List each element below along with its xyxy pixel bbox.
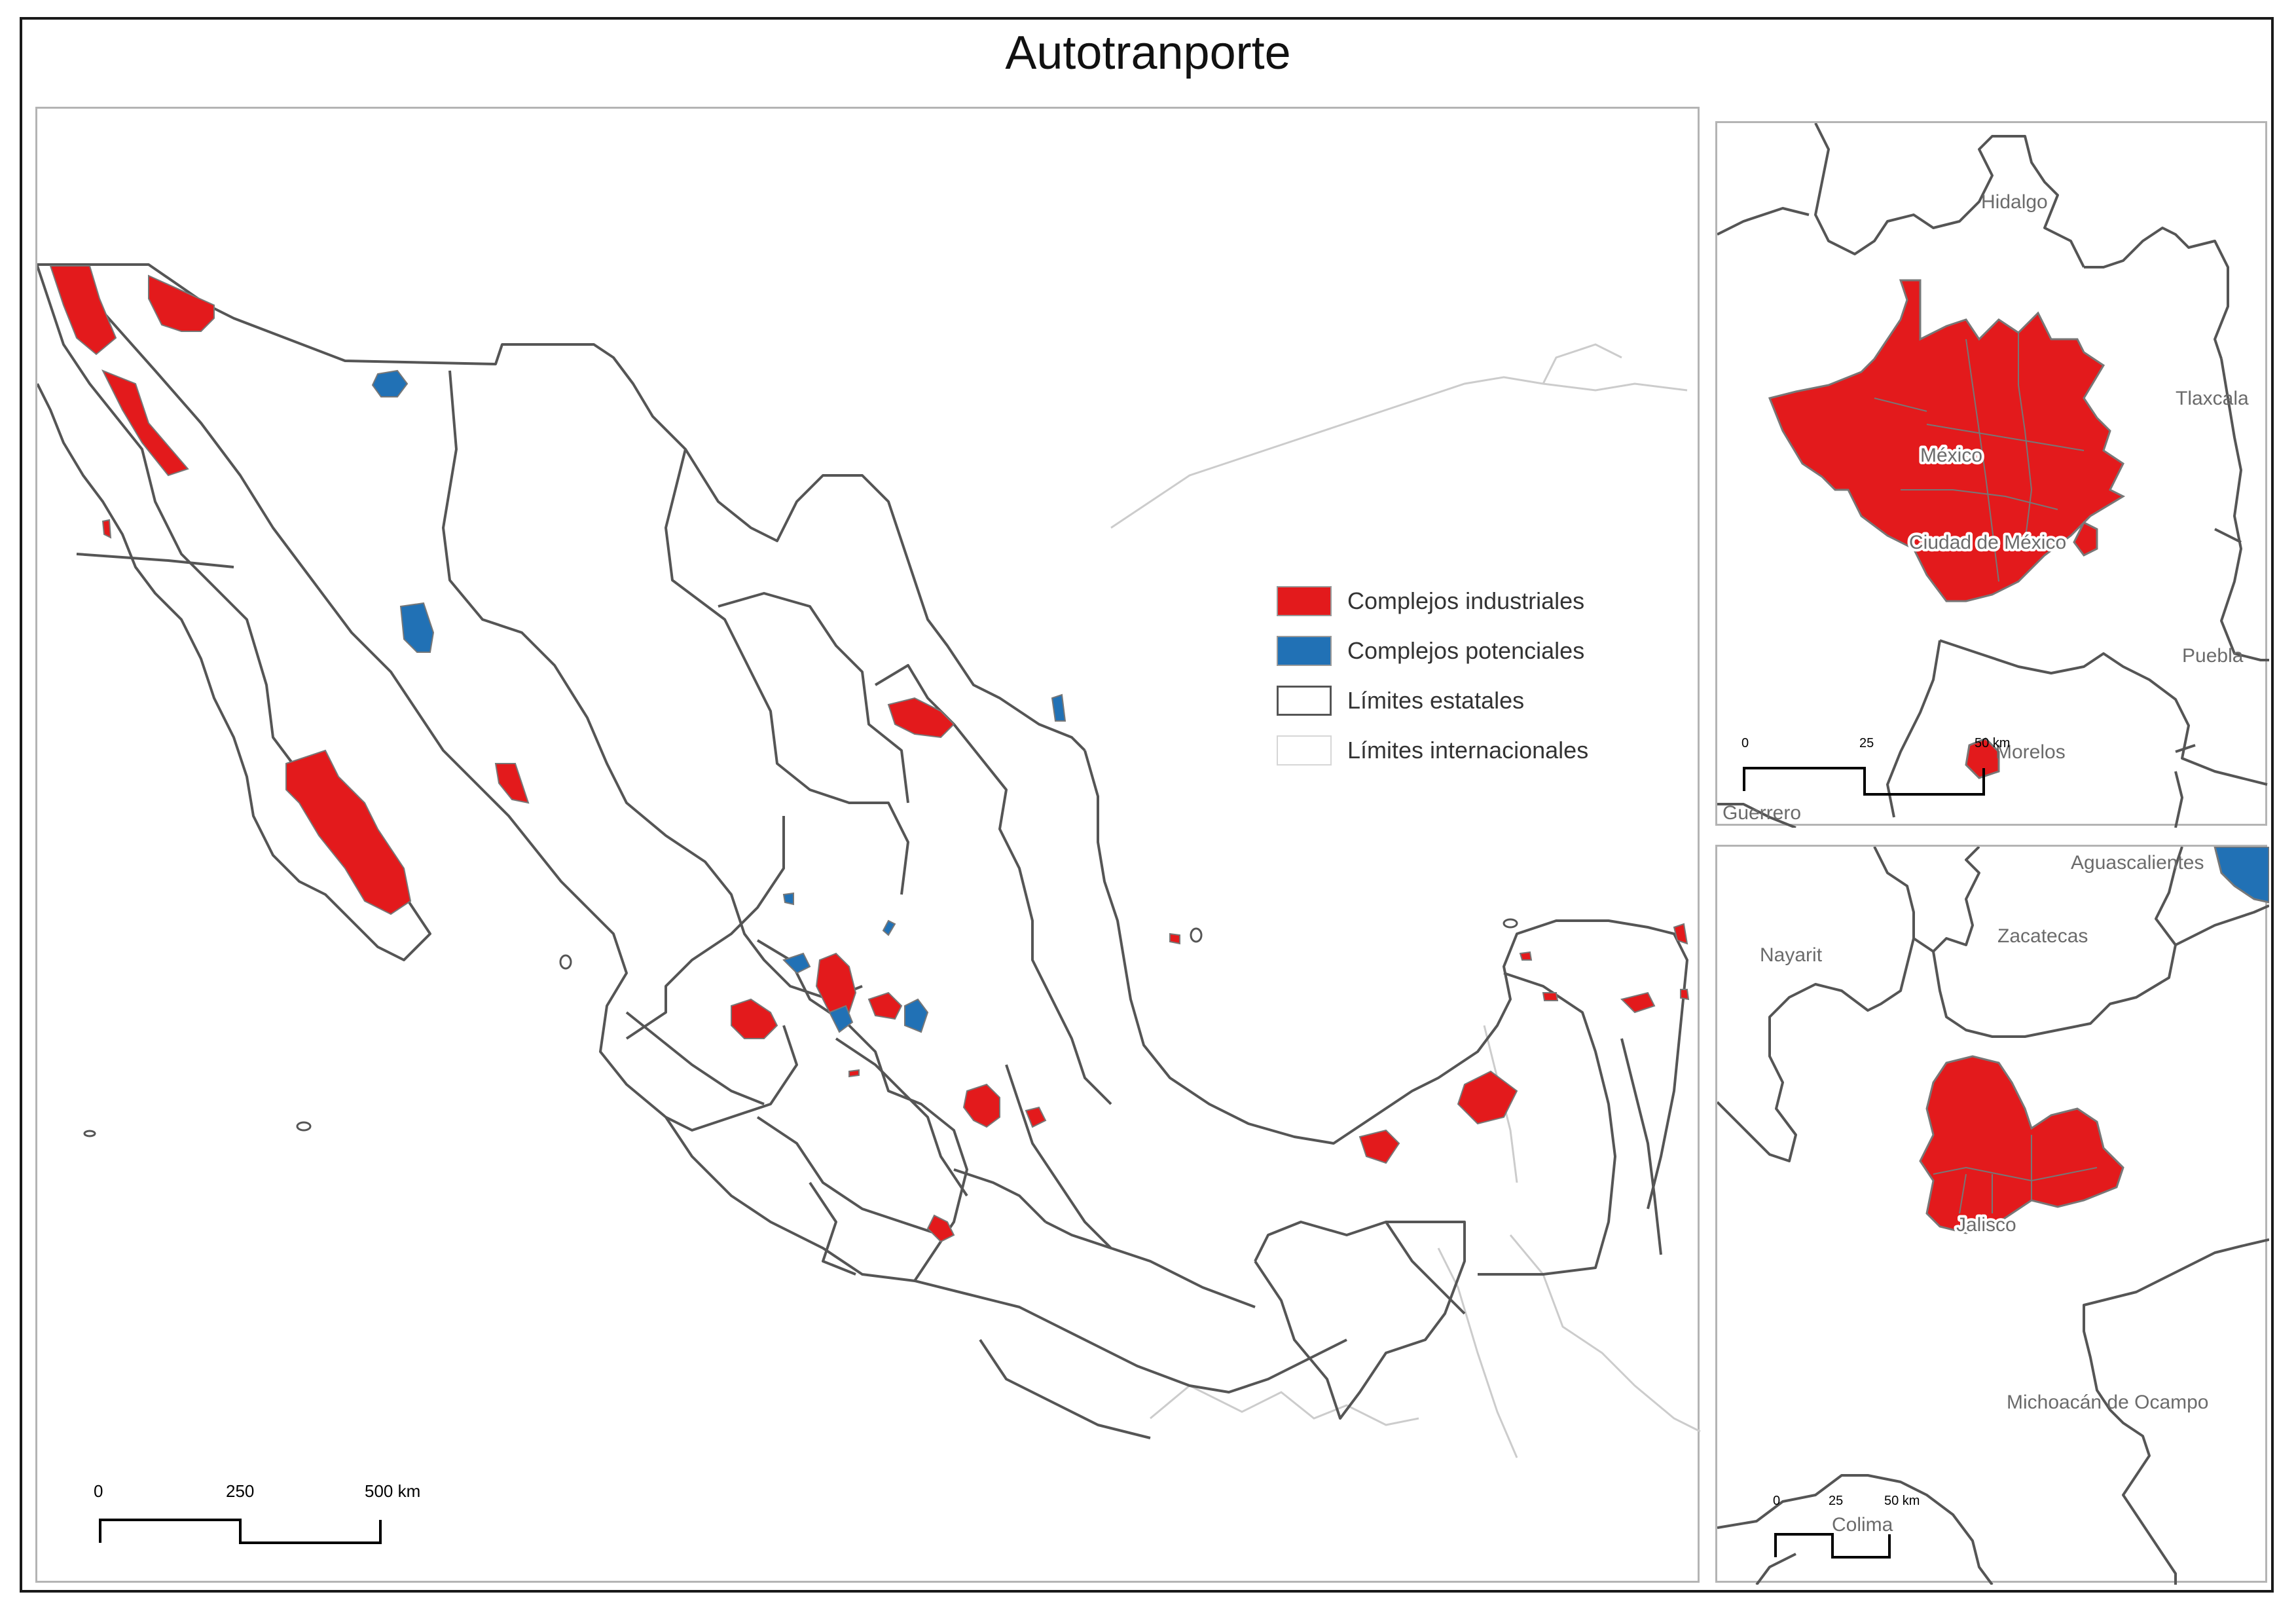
complex-puebla (1025, 1106, 1047, 1128)
complex-acapulco (926, 1214, 955, 1243)
inset-jalisco-scale-tick-50: 50 km (1884, 1494, 1920, 1508)
legend-item-state: Límites estatales (1277, 676, 1588, 726)
complex-tlaxcala (1680, 989, 1690, 1001)
inset-jalisco-map: Aguascalientes Zacatecas Nayarit Jalisco… (1717, 847, 2269, 1585)
complex-bcs-small (101, 519, 112, 539)
legend-swatch-industrial (1277, 586, 1332, 616)
inset-jalisco-scale-tick-25: 25 (1829, 1494, 1843, 1508)
main-scale-tick-500: 500 km (365, 1481, 420, 1501)
inset-cdmx-complex-east (2073, 521, 2098, 557)
inset-cdmx-label-mexico: México (1920, 445, 1982, 466)
inset-jalisco-state-borders (1717, 847, 2269, 1585)
inset-jalisco-label-zacatecas: Zacatecas (1997, 925, 2088, 947)
inset-cdmx-scale-bar: 0 25 50 km (1741, 736, 2010, 796)
inset-cdmx-scale-tick-25: 25 (1859, 736, 1874, 750)
inset-cdmx-label-guerrero: Guerrero (1722, 802, 1801, 824)
inset-jalisco-label-colima: Colima (1832, 1514, 1893, 1536)
complex-campeche (1457, 1070, 1518, 1125)
complex-guadalajara (731, 998, 778, 1039)
inset-cdmx-scale-tick-50: 50 km (1975, 736, 2010, 750)
main-map-panel: 0 250 500 km (35, 107, 1701, 1583)
potential-complex-zacatecas (782, 892, 794, 906)
legend-swatch-state (1277, 686, 1332, 716)
inset-cdmx-scale-tick-0: 0 (1741, 736, 1749, 750)
main-scale-tick-250: 250 (226, 1481, 254, 1501)
legend-item-potential: Complejos potenciales (1277, 626, 1588, 676)
potential-complex-leon (782, 952, 811, 974)
legend-label-state: Límites estatales (1347, 687, 1525, 714)
legend-label-industrial: Complejos industriales (1347, 587, 1585, 614)
legend-label-potential: Complejos potenciales (1347, 637, 1585, 664)
inset-jalisco-scale-tick-0: 0 (1773, 1494, 1780, 1508)
potential-complexes (371, 369, 1066, 1033)
inset-cdmx-label-morelos: Morelos (1995, 741, 2066, 763)
inset-jalisco-industrial-complex (1919, 1055, 2124, 1234)
map-frame (20, 17, 2274, 1593)
potential-complex-sanluis (882, 919, 896, 936)
inset-cdmx-label-cdmx: Ciudad de México (1909, 532, 2066, 553)
inset-map-jalisco: Aguascalientes Zacatecas Nayarit Jalisco… (1715, 845, 2269, 1585)
inset-cdmx-industrial-complex (1768, 279, 2126, 602)
complex-villahermosa (1358, 1129, 1400, 1164)
inset-cdmx-map: Hidalgo Tlaxcala México Ciudad de México… (1717, 123, 2269, 828)
inset-cdmx-label-tlaxcala: Tlaxcala (2176, 388, 2249, 409)
map-legend: Complejos industriales Complejos potenci… (1277, 576, 1588, 775)
potential-complex-hermosillo (371, 369, 409, 397)
state-borders (37, 263, 1688, 1439)
legend-swatch-international (1277, 735, 1332, 766)
complex-merida (1620, 991, 1656, 1014)
inset-jalisco-label-jalisco: Jalisco (1956, 1214, 2016, 1236)
complex-celaya (867, 991, 903, 1020)
inset-jalisco-label-michoacan: Michoacán de Ocampo (2007, 1392, 2209, 1413)
inset-jalisco-scale-bar: 0 25 50 km (1773, 1494, 1920, 1559)
complex-qroo-small (1169, 932, 1180, 945)
potential-complex-chihuahua (399, 602, 435, 653)
inset-cdmx-state-borders (1717, 123, 2269, 828)
main-scale-bar: 0 250 500 km (94, 1481, 420, 1544)
complex-tabasco-small (1519, 951, 1533, 961)
complex-ensenada (101, 369, 189, 477)
potential-complex-bajio (828, 1005, 854, 1033)
complex-cancun (1673, 923, 1688, 945)
complex-laguna (1542, 992, 1559, 1001)
inset-cdmx-label-hidalgo: Hidalgo (1981, 191, 2048, 213)
legend-item-industrial: Complejos industriales (1277, 576, 1588, 626)
potential-complex-queretaro (904, 998, 929, 1033)
complex-cdmx (962, 1083, 1000, 1128)
inset-jalisco-label-nayarit: Nayarit (1760, 944, 1823, 966)
industrial-complexes (49, 265, 1690, 1243)
legend-swatch-potential (1277, 636, 1332, 666)
complex-morelia (848, 1069, 860, 1078)
international-borders (1110, 343, 1701, 1458)
inset-cdmx-complex-morelos (1965, 737, 2000, 779)
main-map: 0 250 500 km (37, 263, 1701, 1544)
map-title: Autotranporte (1005, 27, 1291, 79)
islands (83, 918, 1518, 1137)
inset-cdmx-label-puebla: Puebla (2182, 645, 2244, 667)
inset-map-cdmx: Hidalgo Tlaxcala México Ciudad de México… (1715, 121, 2269, 828)
legend-label-international: Límites internacionales (1347, 737, 1589, 764)
inset-cdmx-municipal-lines (1874, 333, 2085, 582)
inset-jalisco-potential-complex (2214, 847, 2269, 904)
legend-item-international: Límites internacionales (1277, 726, 1588, 775)
complex-culiacan (494, 763, 530, 804)
complex-tijuana (49, 265, 117, 356)
complex-aguascalientes (815, 952, 857, 1013)
inset-jalisco-municipal-lines (1933, 1135, 2098, 1214)
complex-monterrey (887, 697, 955, 739)
inset-jalisco-label-aguascalientes: Aguascalientes (2071, 852, 2204, 874)
main-scale-tick-0: 0 (94, 1481, 103, 1501)
potential-complex-reynosa (1051, 693, 1066, 722)
complex-loscabos (285, 749, 412, 915)
complex-mexicali (148, 274, 215, 332)
